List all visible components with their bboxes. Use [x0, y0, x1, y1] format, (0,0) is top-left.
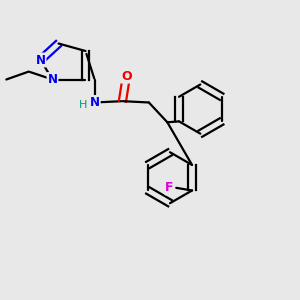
Text: N: N [35, 53, 46, 67]
Text: N: N [47, 73, 58, 86]
Text: N: N [90, 96, 100, 109]
Text: F: F [165, 181, 174, 194]
Text: O: O [121, 70, 132, 83]
Text: H: H [79, 100, 88, 110]
